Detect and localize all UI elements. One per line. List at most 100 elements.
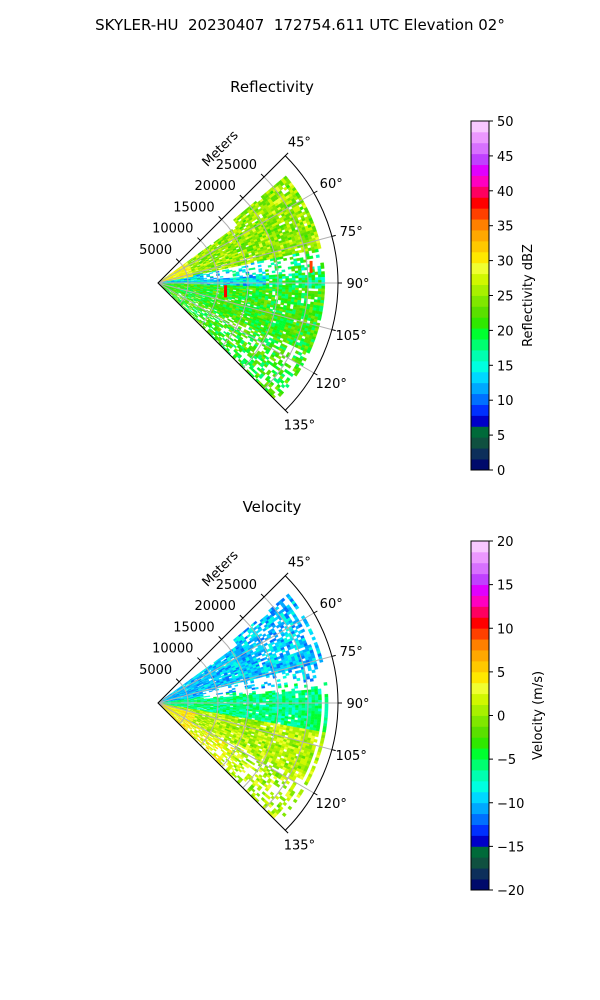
radar-cell bbox=[259, 277, 263, 280]
radar-cell bbox=[242, 698, 247, 701]
radar-cell bbox=[242, 270, 246, 273]
radar-cell bbox=[265, 697, 270, 700]
radar-cell bbox=[301, 287, 306, 291]
radar-cell bbox=[307, 689, 312, 693]
radar-cell bbox=[248, 267, 253, 271]
radar-cell bbox=[262, 286, 267, 289]
radar-cell bbox=[213, 277, 217, 280]
radar-cell bbox=[278, 698, 283, 702]
radar-cell bbox=[239, 279, 244, 282]
azimuth-tick bbox=[284, 409, 289, 414]
radar-cell bbox=[287, 266, 292, 270]
colorbar-swatch bbox=[471, 360, 489, 373]
radar-cell bbox=[317, 316, 322, 321]
radar-cell bbox=[218, 268, 223, 271]
radar-cell bbox=[233, 280, 237, 282]
radar-cell bbox=[252, 272, 256, 275]
radar-cell bbox=[207, 307, 212, 310]
radar-cell bbox=[295, 285, 299, 289]
radar-cell bbox=[301, 275, 306, 279]
radar-cell bbox=[308, 692, 312, 696]
radar-cell bbox=[292, 253, 297, 257]
radar-cell bbox=[301, 295, 305, 299]
radar-cell bbox=[209, 316, 214, 320]
radar-cell bbox=[256, 333, 261, 337]
radar-cell bbox=[298, 290, 302, 294]
radar-cell bbox=[275, 286, 280, 290]
radar-cell bbox=[259, 279, 263, 282]
colorbar-swatch bbox=[471, 350, 489, 362]
radar-cell bbox=[317, 688, 322, 692]
radar-cell bbox=[248, 292, 253, 295]
radar-cell bbox=[284, 684, 289, 688]
radar-cell bbox=[285, 275, 289, 279]
radar-cell bbox=[280, 383, 286, 389]
radar-cell bbox=[249, 279, 254, 282]
radar-cell bbox=[265, 695, 270, 698]
radar-cell bbox=[236, 279, 240, 282]
radar-cell bbox=[291, 292, 296, 296]
radar-cell bbox=[190, 701, 195, 703]
radar-cell bbox=[278, 696, 283, 699]
radar-cell bbox=[317, 296, 322, 301]
radar-cell bbox=[321, 277, 326, 281]
radar-cell bbox=[308, 290, 312, 294]
radar-cell bbox=[282, 696, 286, 699]
radar-cell bbox=[236, 699, 240, 702]
radar-cell bbox=[262, 284, 267, 287]
colorbar-swatch bbox=[471, 240, 489, 253]
radar-cell bbox=[318, 697, 322, 701]
azimuth-tick-label: 135° bbox=[284, 418, 315, 433]
radar-cell bbox=[314, 285, 319, 289]
radar-cell bbox=[262, 697, 267, 700]
colorbar-tick-label: 30 bbox=[497, 255, 514, 270]
radar-cell bbox=[228, 269, 233, 272]
colorbar-tick-label: 5 bbox=[497, 429, 505, 444]
radar-cell bbox=[255, 284, 260, 287]
radar-cell bbox=[285, 285, 290, 288]
radar-cell bbox=[254, 686, 259, 690]
radar-cell bbox=[295, 252, 300, 257]
radar-cell bbox=[241, 265, 246, 269]
radar-cell bbox=[263, 656, 268, 661]
radar-cell bbox=[288, 289, 293, 293]
radar-cell bbox=[301, 697, 306, 701]
range-tick-label: 20000 bbox=[194, 179, 235, 194]
radar-cell bbox=[321, 274, 325, 278]
radar-cell bbox=[301, 695, 306, 699]
radar-cell bbox=[250, 684, 255, 687]
radar-cell bbox=[251, 267, 256, 270]
radar-cell bbox=[180, 701, 185, 702]
range-tick-label: 5000 bbox=[139, 243, 172, 258]
radar-cell bbox=[311, 277, 316, 281]
radar-cell bbox=[259, 695, 263, 698]
radar-cell bbox=[229, 700, 234, 702]
radar-cell bbox=[262, 279, 267, 282]
radar-cell bbox=[288, 273, 293, 277]
radar-cell bbox=[282, 698, 286, 701]
radar-cell bbox=[269, 698, 273, 702]
radar-cell bbox=[312, 674, 317, 679]
range-tick-label: 25000 bbox=[216, 158, 257, 173]
radar-cell bbox=[291, 278, 296, 281]
azimuth-tick bbox=[313, 372, 318, 376]
radar-cell bbox=[209, 277, 214, 279]
radar-cell bbox=[307, 667, 312, 672]
radar-cell bbox=[291, 285, 296, 288]
radar-cell bbox=[295, 275, 299, 279]
radar-cell bbox=[320, 262, 325, 267]
radar-cell bbox=[291, 289, 296, 293]
colorbar-swatch bbox=[471, 284, 489, 296]
radar-cell bbox=[232, 274, 237, 277]
radar-cell bbox=[285, 693, 289, 697]
colorbar-swatch bbox=[471, 131, 489, 144]
radar-cell bbox=[291, 273, 296, 277]
radar-cell bbox=[283, 257, 288, 262]
radar-cell bbox=[219, 283, 224, 286]
radar-cell bbox=[255, 699, 260, 702]
colorbar-swatch bbox=[471, 273, 489, 285]
radar-cell bbox=[314, 697, 319, 701]
radar-cell bbox=[275, 696, 280, 700]
radar-cell bbox=[296, 677, 301, 682]
radar-cell bbox=[301, 267, 305, 271]
